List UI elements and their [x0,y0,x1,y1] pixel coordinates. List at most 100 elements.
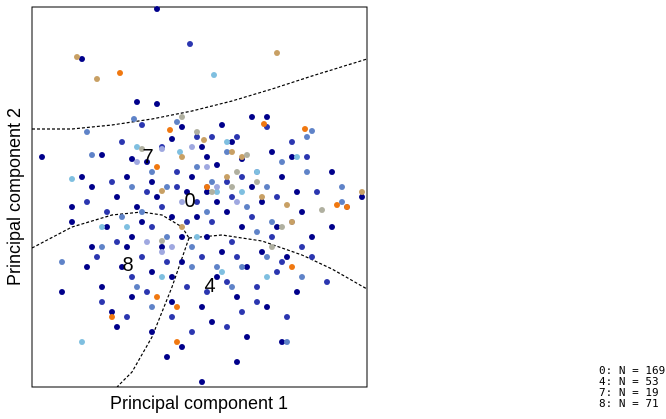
scatter-point [189,174,195,180]
scatter-point [89,244,95,250]
scatter-point [194,134,200,140]
scatter-point [279,174,285,180]
scatter-point [149,179,155,185]
scatter-point [249,214,255,220]
scatter-point [239,189,245,195]
scatter-point [74,54,80,60]
scatter-point [99,224,105,230]
region-label-8: 8 [122,254,133,276]
scatter-point [239,309,245,315]
scatter-point [304,134,310,140]
scatter-point [239,154,245,160]
scatter-point [214,199,220,205]
scatter-point [264,184,270,190]
boundary-upper [32,58,367,130]
scatter-point [259,199,265,205]
scatter-point [169,244,175,250]
scatter-point [209,179,215,185]
scatter-point [69,176,75,182]
scatter-point [284,339,290,345]
scatter-point [261,121,267,127]
scatter-point [309,234,315,240]
scatter-point [319,207,325,213]
scatter-point [244,264,250,270]
scatter-point [159,146,165,152]
scatter-point [89,184,95,190]
scatter-point [299,209,305,215]
scatter-point [264,274,270,280]
scatter-point [174,169,180,175]
scatter-point [164,354,170,360]
boundary-diagonal [116,237,190,387]
scatter-point [234,294,240,300]
scatter-point [174,304,180,310]
scatter-point [211,72,217,78]
scatter-point [189,244,195,250]
scatter-point [149,224,155,230]
scatter-point [129,274,135,280]
scatter-point [299,274,305,280]
scatter-point [169,136,175,142]
scatter-point [194,164,200,170]
scatter-point [264,254,270,260]
scatter-point [199,254,205,260]
scatter-point [244,152,250,158]
scatter-point [259,194,265,200]
scatter-point [224,174,230,180]
scatter-point [209,189,215,195]
scatter-point [269,219,275,225]
scatter-point [154,194,160,200]
scatter-point [304,169,310,175]
scatter-point [339,199,345,205]
scatter-point [274,269,280,275]
scatter-point [79,339,85,345]
scatter-point [289,264,295,270]
scatter-point [144,239,150,245]
scatter-point [219,249,225,255]
scatter-point [294,154,300,160]
scatter-point [159,204,165,210]
scatter-point [359,189,365,195]
scatter-point [274,50,280,56]
scatter-point [119,214,125,220]
region-labels: 0 4 7 8 [122,146,215,297]
scatter-point [124,224,130,230]
scatter-point [279,224,285,230]
scatter-point [164,234,170,240]
scatter-point [204,234,210,240]
scatter-point [179,344,185,350]
scatter-point [129,184,135,190]
scatter-point [184,189,190,195]
region-label-0: 0 [184,190,195,212]
scatter-point [214,162,220,168]
scatter-point [144,289,150,295]
scatter-point [159,238,165,244]
scatter-point [234,134,240,140]
scatter-point [174,119,180,125]
scatter-point [239,264,245,270]
scatter-point [114,239,120,245]
scatter-point [114,324,120,330]
scatter-point [214,274,220,280]
scatter-point [204,289,210,295]
scatter-point [139,146,145,152]
scatter-point [179,259,185,265]
scatter-point [239,174,245,180]
scatter-point [234,169,240,175]
scatter-point [179,114,185,120]
scatter-point [79,56,85,62]
scatter-point [269,234,275,240]
scatter-point [134,204,140,210]
boundary-lower-right [188,234,367,290]
scatter-point [214,184,220,190]
scatter-point [244,204,250,210]
scatter-point [314,189,320,195]
scatter-point [209,219,215,225]
legend-entry: 7: N = 19 [599,386,659,399]
scatter-point [167,127,173,133]
scatter-point [59,259,65,265]
scatter-point [149,329,155,335]
scatter-point [139,209,145,215]
scatter-point [224,149,230,155]
scatter-point [234,199,240,205]
